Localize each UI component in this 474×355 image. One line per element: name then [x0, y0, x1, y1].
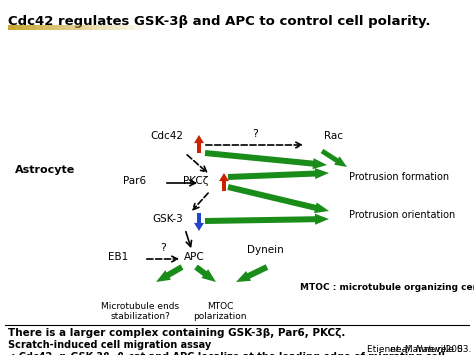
Text: MTOC
polarization: MTOC polarization: [193, 302, 247, 321]
FancyArrow shape: [228, 168, 329, 180]
Bar: [36, 25, 43, 30]
Text: Astrocyte: Astrocyte: [15, 165, 75, 175]
Bar: [113, 25, 120, 30]
Text: EB1: EB1: [108, 252, 128, 262]
FancyArrow shape: [194, 264, 216, 282]
Bar: [50, 25, 57, 30]
FancyArrow shape: [156, 264, 183, 282]
FancyArrow shape: [205, 150, 327, 169]
Bar: [57, 25, 64, 30]
Bar: [222, 181, 226, 191]
Text: Cdc42 regulates GSK-3β and APC to control cell polarity.: Cdc42 regulates GSK-3β and APC to contro…: [8, 15, 430, 28]
Text: ?: ?: [252, 129, 258, 139]
FancyArrow shape: [205, 214, 329, 225]
Bar: [134, 25, 141, 30]
Text: Par6: Par6: [123, 176, 146, 186]
Text: GSK-3: GSK-3: [152, 214, 183, 224]
Text: Cdc42: Cdc42: [150, 131, 183, 141]
Text: Scratch-induced cell migration assay
 : Cdc42, p-GSK-3β, β-cat and APC localize : Scratch-induced cell migration assay : C…: [8, 340, 449, 355]
Bar: [141, 25, 148, 30]
Text: ?: ?: [160, 243, 166, 253]
Bar: [29, 25, 36, 30]
Text: et al. Nature: et al. Nature: [390, 345, 447, 354]
Bar: [99, 25, 106, 30]
Bar: [197, 213, 201, 223]
FancyArrow shape: [320, 149, 347, 167]
Text: Protrusion formation: Protrusion formation: [349, 172, 449, 182]
Bar: [120, 25, 127, 30]
FancyArrow shape: [228, 184, 329, 213]
Bar: [85, 25, 92, 30]
Text: Protrusion orientation: Protrusion orientation: [349, 210, 455, 220]
Text: Etienne-Manneville S: Etienne-Manneville S: [367, 345, 466, 354]
Polygon shape: [194, 223, 204, 231]
Bar: [71, 25, 78, 30]
Bar: [43, 25, 50, 30]
Text: Rac: Rac: [324, 131, 343, 141]
Bar: [106, 25, 113, 30]
Bar: [92, 25, 99, 30]
Bar: [78, 25, 85, 30]
Text: Microtubule ends
stabilization?: Microtubule ends stabilization?: [101, 302, 179, 321]
Text: PKCζ: PKCζ: [182, 176, 208, 186]
Bar: [15, 25, 22, 30]
Bar: [22, 25, 29, 30]
Text: , 2003.: , 2003.: [440, 345, 471, 354]
Bar: [127, 25, 134, 30]
Text: Dynein: Dynein: [246, 245, 283, 255]
FancyArrow shape: [236, 264, 268, 282]
Bar: [8, 25, 15, 30]
Polygon shape: [219, 173, 229, 181]
Text: MTOC : microtubule organizing centre: MTOC : microtubule organizing centre: [300, 283, 474, 291]
Polygon shape: [194, 135, 204, 143]
Bar: [64, 25, 71, 30]
Text: APC: APC: [183, 252, 204, 262]
Text: There is a larger complex containing GSK-3β, Par6, PKCζ.: There is a larger complex containing GSK…: [8, 328, 346, 338]
Bar: [197, 143, 201, 153]
